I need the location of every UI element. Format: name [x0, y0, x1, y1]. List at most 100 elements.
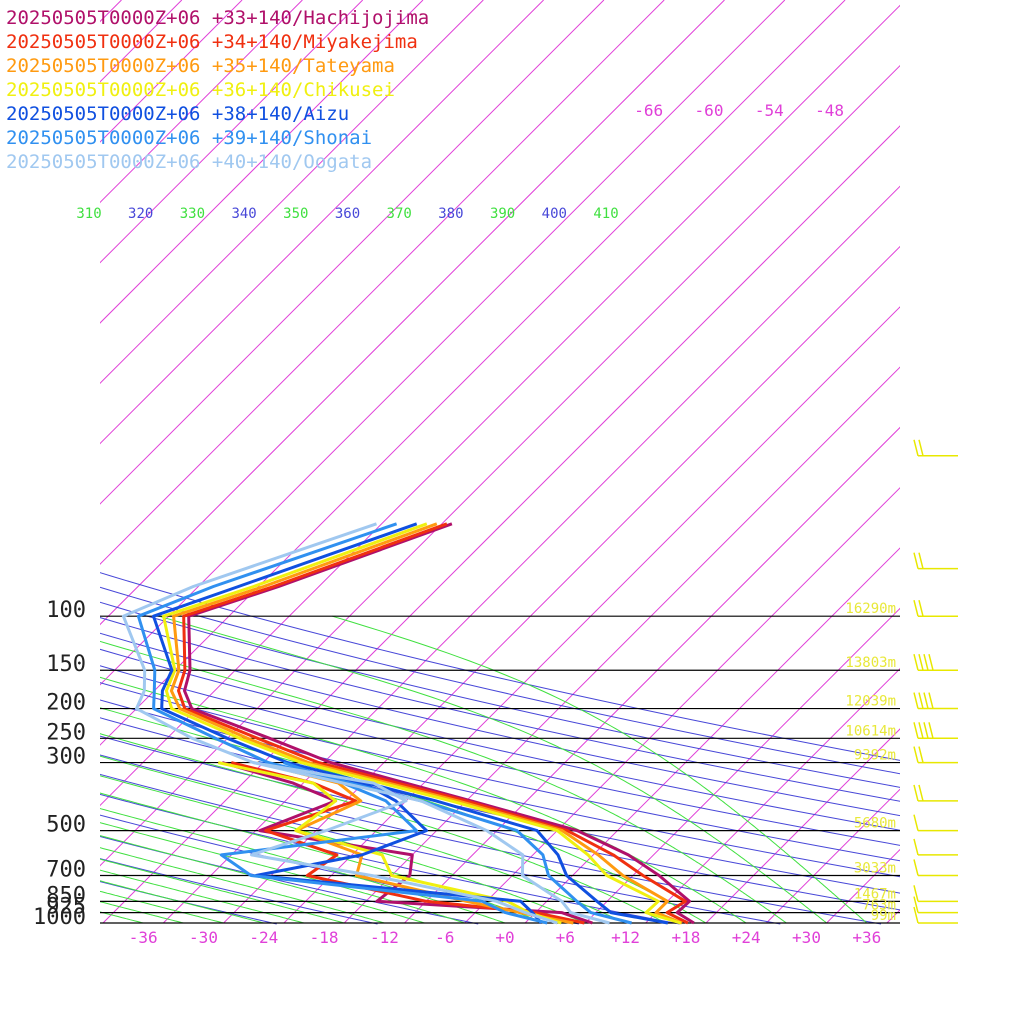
wind-barb-flag — [913, 722, 919, 739]
isotherm-line — [100, 0, 544, 445]
wind-barb-flag — [918, 784, 924, 802]
legend-entry: 20250505T0000Z+06 +40+140/Oogata — [6, 151, 372, 173]
wind-barb-flag — [913, 906, 919, 924]
height-label: 16290m — [845, 601, 896, 617]
theta-label: 370 — [387, 206, 412, 222]
wind-barb-flag — [913, 439, 919, 456]
isotherm-line — [100, 4, 900, 807]
wind-barb-flag — [913, 746, 919, 763]
upper-temperature-label: -54 — [755, 101, 784, 120]
sounding-series — [121, 522, 695, 925]
height-label: 5680m — [854, 816, 896, 832]
legend: 20250505T0000Z+06 +33+140/Hachijojima202… — [6, 7, 429, 173]
wind-barb-flag — [923, 692, 929, 709]
pressure-tick-label: 1000 — [33, 905, 86, 930]
legend-entry: 20250505T0000Z+06 +39+140/Shonai — [6, 127, 372, 149]
temperature-line — [183, 522, 695, 925]
legend-entry: 20250505T0000Z+06 +35+140/Tateyama — [6, 55, 395, 77]
temperature-tick-label: +30 — [792, 928, 821, 947]
wind-barb-flag — [918, 552, 924, 569]
wind-barb-flag — [913, 692, 919, 709]
theta-label: 350 — [283, 206, 308, 222]
temperature-line — [169, 522, 683, 925]
dewpoint-line — [250, 761, 558, 925]
height-label: 9392m — [854, 748, 896, 764]
temperature-line — [162, 522, 682, 925]
wind-barb-flag — [913, 814, 919, 831]
pressure-tick-label: 500 — [46, 813, 86, 838]
dry-adiabat-line — [100, 682, 900, 862]
theta-label: 310 — [76, 206, 101, 222]
wind-barbs — [913, 439, 958, 924]
wind-barb-flag — [918, 439, 924, 456]
isotherm-line — [343, 366, 900, 924]
dewpoint-line — [217, 761, 562, 925]
wind-barb-flag — [923, 722, 929, 739]
legend-entry: 20250505T0000Z+06 +38+140/Aizu — [6, 103, 349, 125]
wind-barb-flag — [913, 885, 919, 902]
height-label: 3033m — [854, 860, 896, 876]
pressure-tick-label: 700 — [46, 857, 86, 882]
temperature-tick-label: +12 — [611, 928, 640, 947]
temperature-tick-label: -36 — [129, 928, 158, 947]
upper-temperature-label: -60 — [695, 101, 724, 120]
isotherm-line — [645, 667, 900, 924]
upper-temperature-label: -66 — [634, 101, 663, 120]
isotherm-line — [283, 306, 900, 924]
pressure-tick-label: 150 — [46, 652, 86, 677]
pressure-tick-label: 200 — [46, 691, 86, 716]
theta-label: 410 — [593, 206, 618, 222]
wind-barb-flag — [928, 692, 934, 709]
wind-barb-flag — [923, 654, 929, 671]
wind-barb-flag — [913, 784, 919, 802]
isotherm-line — [100, 0, 846, 746]
dry-adiabat-line — [100, 754, 882, 925]
theta-label: 390 — [490, 206, 515, 222]
dewpoint-line — [219, 761, 548, 925]
temperature-line — [177, 522, 689, 925]
temperature-tick-label: -24 — [249, 928, 278, 947]
temperature-tick-label: +36 — [852, 928, 881, 947]
wind-barb-flag — [918, 600, 924, 617]
theta-label: 400 — [542, 206, 567, 222]
theta-label: 330 — [180, 206, 205, 222]
isotherm-line — [464, 487, 900, 924]
wind-barb-flag — [913, 896, 919, 913]
pressure-tick-label: 850 — [46, 883, 86, 908]
temperature-line — [136, 522, 632, 925]
wind-barb-flag — [918, 654, 924, 671]
height-label: 99m — [871, 908, 896, 924]
height-label: 1467m — [854, 886, 896, 902]
theta-label: 360 — [335, 206, 360, 222]
temperature-tick-label: +24 — [732, 928, 761, 947]
dry-adiabat-line — [100, 735, 900, 911]
wind-barb-flag — [913, 600, 919, 617]
isotherm-line — [100, 0, 605, 505]
legend-entry: 20250505T0000Z+06 +34+140/Miyakejima — [6, 31, 418, 53]
height-label: 12039m — [845, 694, 896, 710]
dry-adiabat-line — [100, 699, 900, 878]
temperature-tick-label: +18 — [671, 928, 700, 947]
isotherm-line — [100, 0, 364, 264]
dry-adiabat-line — [100, 632, 900, 817]
wind-barb-flag — [913, 654, 919, 671]
wind-barb-flag — [913, 859, 919, 876]
isotherm-line — [100, 0, 786, 686]
legend-entry: 20250505T0000Z+06 +33+140/Hachijojima — [6, 7, 429, 29]
isotherm-line — [223, 245, 900, 924]
isotherm-line — [100, 0, 484, 385]
legend-entry: 20250505T0000Z+06 +36+140/Chikusei — [6, 79, 395, 101]
isotherm-line — [705, 728, 900, 924]
pressure-tick-label: 100 — [46, 598, 86, 623]
theta-label: 380 — [438, 206, 463, 222]
upper-temperature-label: -48 — [815, 101, 844, 120]
wind-barb-flag — [913, 838, 919, 856]
temperature-tick-label: -6 — [435, 928, 454, 947]
dry-adiabat-line — [100, 648, 900, 831]
pressure-tick-label: 925 — [46, 895, 86, 920]
theta-label: 320 — [128, 206, 153, 222]
isotherm-line — [100, 0, 424, 324]
wind-barb-flag — [928, 722, 934, 739]
